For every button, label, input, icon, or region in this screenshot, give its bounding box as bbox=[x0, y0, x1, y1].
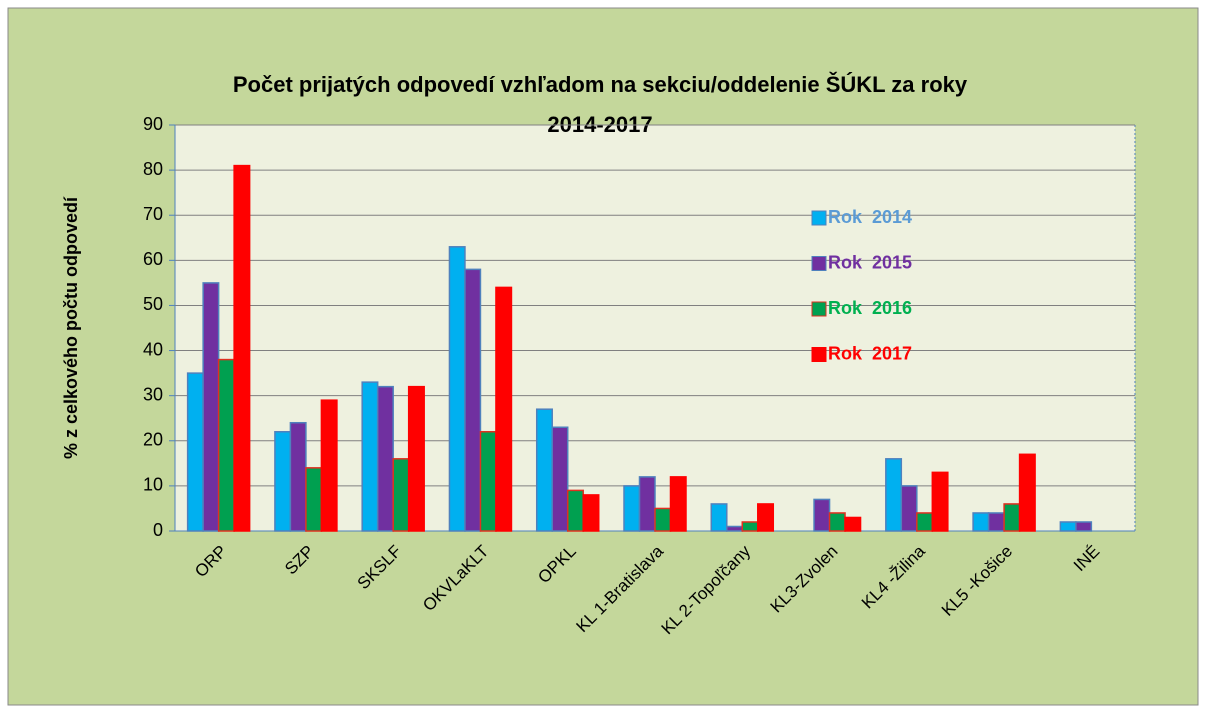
legend-label: Rok 2014 bbox=[828, 207, 912, 227]
legend-label: Rok 2016 bbox=[828, 298, 912, 318]
bar bbox=[448, 246, 466, 532]
bar bbox=[392, 458, 410, 532]
bar bbox=[638, 476, 656, 532]
bar bbox=[757, 503, 775, 532]
y-tick-label: 30 bbox=[143, 384, 163, 404]
bar bbox=[623, 485, 641, 532]
bar bbox=[1059, 521, 1077, 532]
bar bbox=[479, 431, 497, 532]
bar bbox=[1003, 503, 1021, 532]
bar bbox=[376, 385, 394, 532]
bar bbox=[828, 512, 846, 532]
bar bbox=[987, 512, 1005, 532]
legend-swatch bbox=[811, 210, 827, 226]
bar bbox=[1018, 453, 1036, 532]
legend-label: Rok 2017 bbox=[828, 343, 912, 363]
y-tick-label: 80 bbox=[143, 159, 163, 179]
bar bbox=[535, 408, 553, 532]
bar bbox=[233, 164, 251, 532]
bar bbox=[813, 498, 831, 532]
legend-swatch bbox=[811, 347, 827, 362]
bar bbox=[972, 512, 990, 532]
bar bbox=[669, 476, 687, 532]
y-axis-label: % z celkového počtu odpovedí bbox=[61, 196, 81, 459]
legend-swatch bbox=[811, 256, 827, 271]
bar bbox=[931, 471, 949, 532]
bar bbox=[654, 507, 672, 532]
bar bbox=[464, 268, 482, 532]
chart-title: 2014-2017 bbox=[547, 112, 652, 137]
bar bbox=[844, 516, 862, 532]
bar bbox=[274, 431, 292, 532]
y-tick-label: 60 bbox=[143, 249, 163, 269]
y-tick-label: 50 bbox=[143, 294, 163, 314]
bar bbox=[551, 426, 569, 532]
y-tick-label: 20 bbox=[143, 430, 163, 450]
legend-label: Rok 2015 bbox=[828, 252, 912, 272]
bar bbox=[289, 421, 307, 532]
bar bbox=[361, 381, 379, 532]
bar bbox=[217, 358, 235, 532]
bar bbox=[202, 282, 220, 532]
bar bbox=[582, 494, 600, 532]
chart-title: Počet prijatých odpovedí vzhľadom na sek… bbox=[233, 72, 968, 97]
y-tick-label: 10 bbox=[143, 475, 163, 495]
bar bbox=[1075, 521, 1093, 532]
bar bbox=[916, 512, 934, 532]
bar bbox=[407, 385, 425, 532]
bar bbox=[741, 521, 759, 532]
bar bbox=[320, 399, 338, 532]
y-tick-label: 70 bbox=[143, 204, 163, 224]
bar bbox=[186, 372, 204, 532]
legend-swatch bbox=[811, 301, 827, 317]
bar bbox=[885, 458, 903, 532]
bar bbox=[726, 525, 744, 532]
y-tick-label: 40 bbox=[143, 339, 163, 359]
y-tick-label: 90 bbox=[143, 114, 163, 134]
y-tick-label: 0 bbox=[153, 520, 163, 540]
bar bbox=[495, 286, 513, 532]
bar bbox=[566, 489, 584, 532]
bar bbox=[900, 485, 918, 532]
bar bbox=[305, 467, 323, 532]
bar bbox=[710, 503, 728, 532]
